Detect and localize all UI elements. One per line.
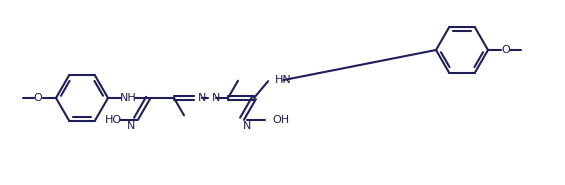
Text: N: N <box>127 121 135 131</box>
Text: HO: HO <box>105 115 121 125</box>
Text: HN: HN <box>275 75 292 85</box>
Text: NH: NH <box>120 93 136 103</box>
Text: O: O <box>502 45 510 55</box>
Text: N: N <box>212 93 220 103</box>
Text: N: N <box>243 121 251 131</box>
Text: OH: OH <box>272 115 289 125</box>
Text: N: N <box>198 93 206 103</box>
Text: O: O <box>34 93 42 103</box>
